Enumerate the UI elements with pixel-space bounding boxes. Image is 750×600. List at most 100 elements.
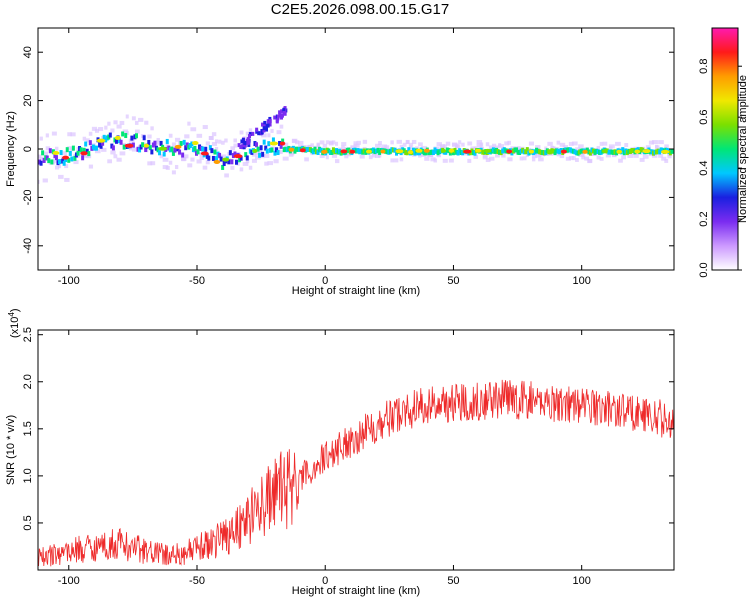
spec-mark-503 xyxy=(173,147,177,153)
spec-mark-861 xyxy=(506,149,513,154)
spec-mark-408 xyxy=(664,158,669,163)
spec-mark-455 xyxy=(99,143,103,149)
spec-mark-380 xyxy=(621,155,626,160)
spec-mark-345 xyxy=(565,156,572,161)
spec-mark-925 xyxy=(241,137,245,142)
spec-mark-109 xyxy=(202,125,208,130)
spec-mark-653 xyxy=(404,150,408,156)
spec-mark-646 xyxy=(393,147,397,153)
spec-mark-715 xyxy=(499,150,503,156)
spec-mark-281 xyxy=(467,158,472,163)
spec-mark-219 xyxy=(371,153,377,158)
spec-mark-333 xyxy=(547,141,553,146)
spec-mark-242 xyxy=(408,142,414,147)
spec-mark-458 xyxy=(104,137,108,143)
spec-mark-409 xyxy=(664,144,669,149)
spec-mark-530 xyxy=(214,156,218,162)
spec-mark-872 xyxy=(266,119,270,124)
spec-mark-437 xyxy=(71,145,75,151)
spec-mark-199 xyxy=(341,142,347,147)
spec-mark-560 xyxy=(261,151,265,157)
spec-mark-213 xyxy=(362,139,368,144)
snr-xlabel: Height of straight line (km) xyxy=(292,585,420,597)
spec-mark-5 xyxy=(42,178,48,183)
spec-mark-259 xyxy=(433,158,438,163)
spec-mark-498 xyxy=(165,138,169,144)
spec-mark-58 xyxy=(125,114,129,119)
spec-mark-185 xyxy=(319,154,325,159)
spec-mark-331 xyxy=(544,146,548,151)
spec-mark-275 xyxy=(458,140,462,145)
spec-mark-383 xyxy=(624,142,629,147)
spectrogram-ytick-label-4: 40 xyxy=(22,46,34,58)
colorbar-ticks: 0.0 0.2 0.4 0.6 0.8 xyxy=(698,27,742,278)
spec-mark-302 xyxy=(501,153,506,158)
spec-mark-419 xyxy=(44,155,48,161)
spec-mark-529 xyxy=(213,149,217,155)
spec-mark-633 xyxy=(373,149,377,155)
spec-mark-205 xyxy=(350,146,354,151)
spec-mark-79 xyxy=(156,137,160,142)
spec-mark-593 xyxy=(311,149,315,155)
spec-mark-906 xyxy=(251,131,255,136)
spec-mark-243 xyxy=(408,145,413,150)
spec-mark-441 xyxy=(78,146,82,152)
spec-mark-221 xyxy=(375,154,381,159)
spec-mark-450 xyxy=(91,144,95,150)
spec-mark-179 xyxy=(310,143,314,148)
spec-mark-563 xyxy=(265,148,269,154)
spec-mark-73 xyxy=(147,134,152,139)
spec-mark-397 xyxy=(645,145,651,150)
spec-mark-266 xyxy=(445,141,451,146)
spec-mark-687 xyxy=(456,150,460,156)
spec-mark-80 xyxy=(159,154,164,159)
spectrogram-xtick-label-2: 0 xyxy=(322,275,328,287)
spec-mark-78 xyxy=(156,140,161,145)
spec-mark-723 xyxy=(511,148,515,154)
spec-mark-763 xyxy=(573,149,577,155)
spec-mark-120 xyxy=(221,140,225,145)
spec-mark-53 xyxy=(116,157,122,162)
spec-mark-709 xyxy=(490,148,494,154)
colorbar-tick-label-1: 0.2 xyxy=(698,211,710,226)
spec-mark-771 xyxy=(585,147,589,153)
spec-mark-836 xyxy=(174,144,182,149)
spec-mark-761 xyxy=(570,148,574,154)
spec-mark-83 xyxy=(162,157,169,162)
spec-mark-475 xyxy=(130,135,134,141)
spec-mark-528 xyxy=(211,155,215,161)
spec-mark-447 xyxy=(87,151,91,157)
spec-mark-921 xyxy=(248,134,252,139)
spec-mark-113 xyxy=(208,135,214,140)
spec-mark-392 xyxy=(639,157,645,162)
spec-mark-794 xyxy=(621,147,625,153)
spec-mark-647 xyxy=(395,150,399,156)
spectrogram-ytick-label-1: -20 xyxy=(22,189,34,205)
spec-mark-847 xyxy=(321,149,328,154)
spec-mark-777 xyxy=(595,148,599,154)
spec-mark-410 xyxy=(667,154,672,159)
spec-mark-326 xyxy=(538,153,542,158)
spec-mark-772 xyxy=(587,149,591,155)
spec-mark-285 xyxy=(473,154,479,159)
spec-mark-294 xyxy=(488,145,495,150)
spec-mark-96 xyxy=(184,154,189,159)
spec-mark-1 xyxy=(38,154,42,159)
spec-mark-59 xyxy=(125,131,129,136)
spec-mark-235 xyxy=(396,139,402,144)
spec-mark-471 xyxy=(124,133,128,139)
spec-mark-514 xyxy=(190,141,194,147)
spec-mark-490 xyxy=(153,140,157,146)
spec-mark-499 xyxy=(167,145,171,151)
spec-mark-72 xyxy=(147,161,153,166)
spec-mark-737 xyxy=(533,149,537,155)
spec-mark-20 xyxy=(67,132,72,137)
spec-mark-459 xyxy=(105,135,109,141)
spec-mark-269 xyxy=(448,158,454,163)
snr-ytick-label-2: 1.5 xyxy=(22,421,34,436)
spec-mark-340 xyxy=(559,154,565,159)
spec-mark-101 xyxy=(190,127,197,132)
spec-mark-774 xyxy=(590,147,594,153)
spec-mark-831 xyxy=(96,138,106,143)
spec-mark-682 xyxy=(448,150,452,156)
